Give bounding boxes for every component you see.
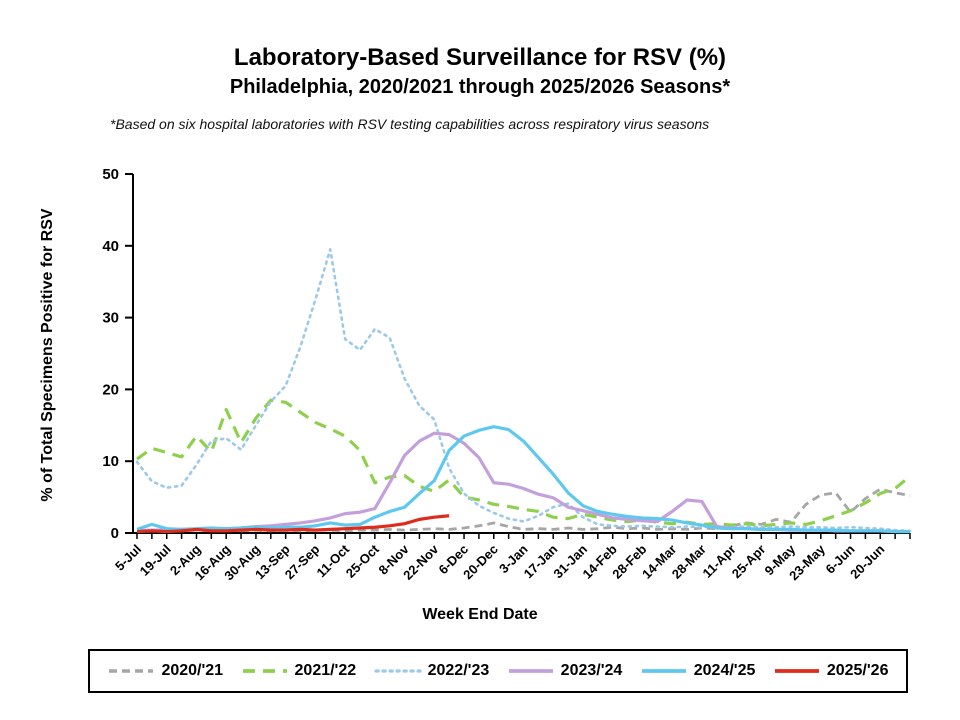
legend-label: 2023/'24 [560, 662, 623, 679]
x-tick-label: 25-Apr [729, 542, 769, 582]
series-line-2021-22 [136, 398, 912, 528]
x-tick-label: 20-Jun [847, 541, 887, 581]
legend-label: 2021/'22 [294, 662, 357, 679]
y-tick-label: 40 [102, 238, 119, 255]
legend: 2020/'21 2021/'22 2022/'23 2023/'24 2024/'25… [88, 649, 908, 693]
x-tick-label: 25-Oct [343, 541, 383, 581]
series-line-2024-25 [136, 425, 910, 534]
y-tick-label: 0 [111, 525, 119, 542]
x-axis-title: Week End Date [422, 606, 538, 623]
legend-item: 2025/'26 [773, 662, 889, 680]
legend-swatch [508, 669, 553, 673]
series-line-2022-23 [135, 248, 912, 533]
x-tick-label: 28-Mar [669, 542, 709, 582]
y-tick-label: 10 [102, 453, 119, 470]
legend-label: 2020/'21 [161, 662, 224, 679]
x-tick-label: 19-Jul [137, 542, 174, 579]
legend-item: 2024/'25 [640, 662, 756, 680]
legend-label: 2025/'26 [826, 662, 889, 679]
legend-swatch [774, 669, 819, 673]
legend-label: 2024/'25 [693, 662, 756, 679]
legend-item: 2020/'21 [107, 662, 223, 680]
chart-footnote: *Based on six hospital laboratories with… [110, 116, 710, 132]
legend-swatch [373, 669, 422, 673]
series-line-2025-26 [136, 514, 450, 534]
legend-swatch [641, 669, 686, 673]
legend-item: 2022/'23 [373, 662, 490, 680]
y-tick-label: 50 [102, 166, 119, 183]
y-tick-label: 20 [102, 381, 119, 398]
legend-item: 2023/'24 [507, 662, 623, 680]
legend-label: 2022/'23 [427, 662, 490, 679]
legend-item: 2021/'22 [241, 662, 357, 680]
chart-subtitle: Philadelphia, 2020/2021 through 2025/202… [229, 76, 731, 98]
y-axis-title: % of Total Specimens Positive for RSV [39, 208, 56, 502]
legend-swatch [109, 669, 154, 673]
y-tick-label: 30 [102, 310, 119, 327]
chart-title: Laboratory-Based Surveillance for RSV (%… [233, 44, 727, 71]
legend-swatch [242, 669, 287, 673]
